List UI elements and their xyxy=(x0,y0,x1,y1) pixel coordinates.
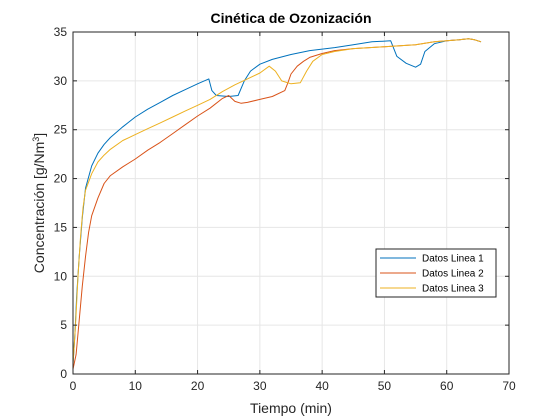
x-tick-label: 40 xyxy=(315,379,329,393)
x-tick-label: 60 xyxy=(440,379,454,393)
x-tick-label: 0 xyxy=(70,379,77,393)
x-tick-label: 20 xyxy=(191,379,205,393)
plot-frame xyxy=(72,31,510,375)
y-tick-label: 0 xyxy=(60,367,67,381)
ticks xyxy=(72,31,510,375)
legend-label-2: Datos Linea 2 xyxy=(422,269,484,280)
y-axis-label-superscript: 3 xyxy=(31,137,41,142)
x-tick-label: 50 xyxy=(378,379,392,393)
y-tick-label: 5 xyxy=(60,318,67,332)
legend: Datos Linea 1 Datos Linea 2 Datos Linea 3 xyxy=(375,248,497,298)
series-line-1 xyxy=(72,38,482,365)
y-tick-label: 15 xyxy=(54,220,68,234)
y-axis-label: Concentración [g/Nm3] xyxy=(31,133,47,273)
y-tick-label: 10 xyxy=(54,269,68,283)
x-tick-label: 30 xyxy=(253,379,267,393)
y-axis-label-end: ] xyxy=(31,133,47,137)
y-axis-label-main: Concentración [g/Nm xyxy=(31,142,47,274)
legend-label-3: Datos Linea 3 xyxy=(422,284,484,295)
y-tick-label: 30 xyxy=(54,74,68,88)
series-layer xyxy=(72,38,482,370)
series-line-3 xyxy=(72,38,482,365)
chart-title: Cinética de Ozonización xyxy=(210,10,371,26)
y-tick-label: 20 xyxy=(54,172,68,186)
y-tick-label: 35 xyxy=(54,25,68,39)
tick-labels: 0 10 20 30 40 50 60 70 0 5 10 15 20 25 30 35 xyxy=(54,25,516,393)
x-tick-label: 10 xyxy=(129,379,143,393)
legend-label-1: Datos Linea 1 xyxy=(422,254,484,265)
plot-area xyxy=(73,32,509,374)
x-tick-label: 70 xyxy=(502,379,516,393)
y-tick-label: 25 xyxy=(54,123,68,137)
x-axis-label: Tiempo (min) xyxy=(250,400,332,416)
